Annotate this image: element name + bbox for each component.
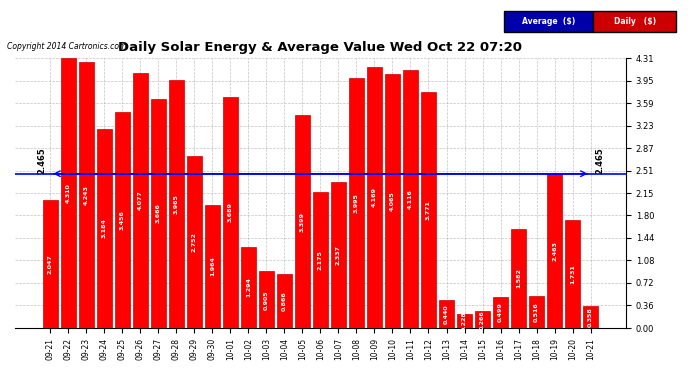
Text: 4.243: 4.243 [84, 185, 89, 205]
Bar [529, 296, 544, 328]
Text: 2.047: 2.047 [48, 254, 53, 274]
Bar [43, 200, 58, 328]
Text: 3.456: 3.456 [120, 210, 125, 230]
Bar [151, 99, 166, 328]
Text: 0.516: 0.516 [534, 302, 539, 322]
Bar [187, 156, 202, 328]
Bar [367, 67, 382, 328]
Bar [313, 192, 328, 328]
Bar [295, 115, 310, 328]
Bar [511, 229, 526, 328]
Bar [241, 247, 256, 328]
Text: 0.905: 0.905 [264, 290, 269, 309]
Text: 3.965: 3.965 [174, 194, 179, 214]
Text: 1.731: 1.731 [570, 264, 575, 284]
Text: 3.995: 3.995 [354, 193, 359, 213]
Text: 1.964: 1.964 [210, 256, 215, 276]
Text: 3.771: 3.771 [426, 200, 431, 220]
Text: 4.077: 4.077 [138, 190, 143, 210]
Text: 2.752: 2.752 [192, 232, 197, 252]
Text: 4.116: 4.116 [408, 189, 413, 209]
Bar [421, 92, 436, 328]
Bar [349, 78, 364, 328]
Text: 4.310: 4.310 [66, 183, 71, 203]
Bar [403, 70, 418, 328]
Bar [583, 306, 598, 328]
Text: 2.463: 2.463 [552, 241, 557, 261]
Text: 0.866: 0.866 [282, 291, 287, 311]
Text: 3.399: 3.399 [300, 212, 305, 232]
Text: 2.465: 2.465 [37, 147, 46, 174]
Bar [205, 205, 220, 328]
Bar [132, 73, 148, 328]
Text: 0.266: 0.266 [480, 310, 485, 330]
Bar [331, 182, 346, 328]
Text: Copyright 2014 Cartronics.com: Copyright 2014 Cartronics.com [7, 42, 126, 51]
Text: 0.499: 0.499 [498, 303, 503, 322]
Bar [115, 112, 130, 328]
Text: 3.666: 3.666 [156, 203, 161, 223]
Text: 0.440: 0.440 [444, 304, 449, 324]
Text: 0.228: 0.228 [462, 311, 467, 331]
Text: Average  ($): Average ($) [522, 17, 575, 26]
Bar [475, 311, 490, 328]
Bar [79, 62, 94, 328]
Bar [97, 129, 112, 328]
Bar [259, 272, 274, 328]
Text: Daily   ($): Daily ($) [613, 17, 656, 26]
Text: 1.582: 1.582 [516, 268, 521, 288]
Bar [565, 220, 580, 328]
Bar [61, 58, 76, 328]
Bar [439, 300, 454, 328]
Bar [169, 80, 184, 328]
Title: Daily Solar Energy & Average Value Wed Oct 22 07:20: Daily Solar Energy & Average Value Wed O… [119, 41, 522, 54]
Bar [223, 97, 238, 328]
Text: 3.689: 3.689 [228, 202, 233, 222]
Text: 0.358: 0.358 [588, 307, 593, 327]
Bar [547, 174, 562, 328]
Text: 2.465: 2.465 [595, 147, 604, 174]
Bar [277, 274, 292, 328]
Text: 1.294: 1.294 [246, 278, 251, 297]
Text: 3.184: 3.184 [102, 218, 107, 238]
Text: 2.337: 2.337 [336, 245, 341, 265]
Text: 4.065: 4.065 [390, 191, 395, 211]
Text: 2.175: 2.175 [318, 250, 323, 270]
Text: 4.169: 4.169 [372, 188, 377, 207]
Bar [493, 297, 508, 328]
Bar [385, 74, 400, 328]
Bar [457, 314, 472, 328]
